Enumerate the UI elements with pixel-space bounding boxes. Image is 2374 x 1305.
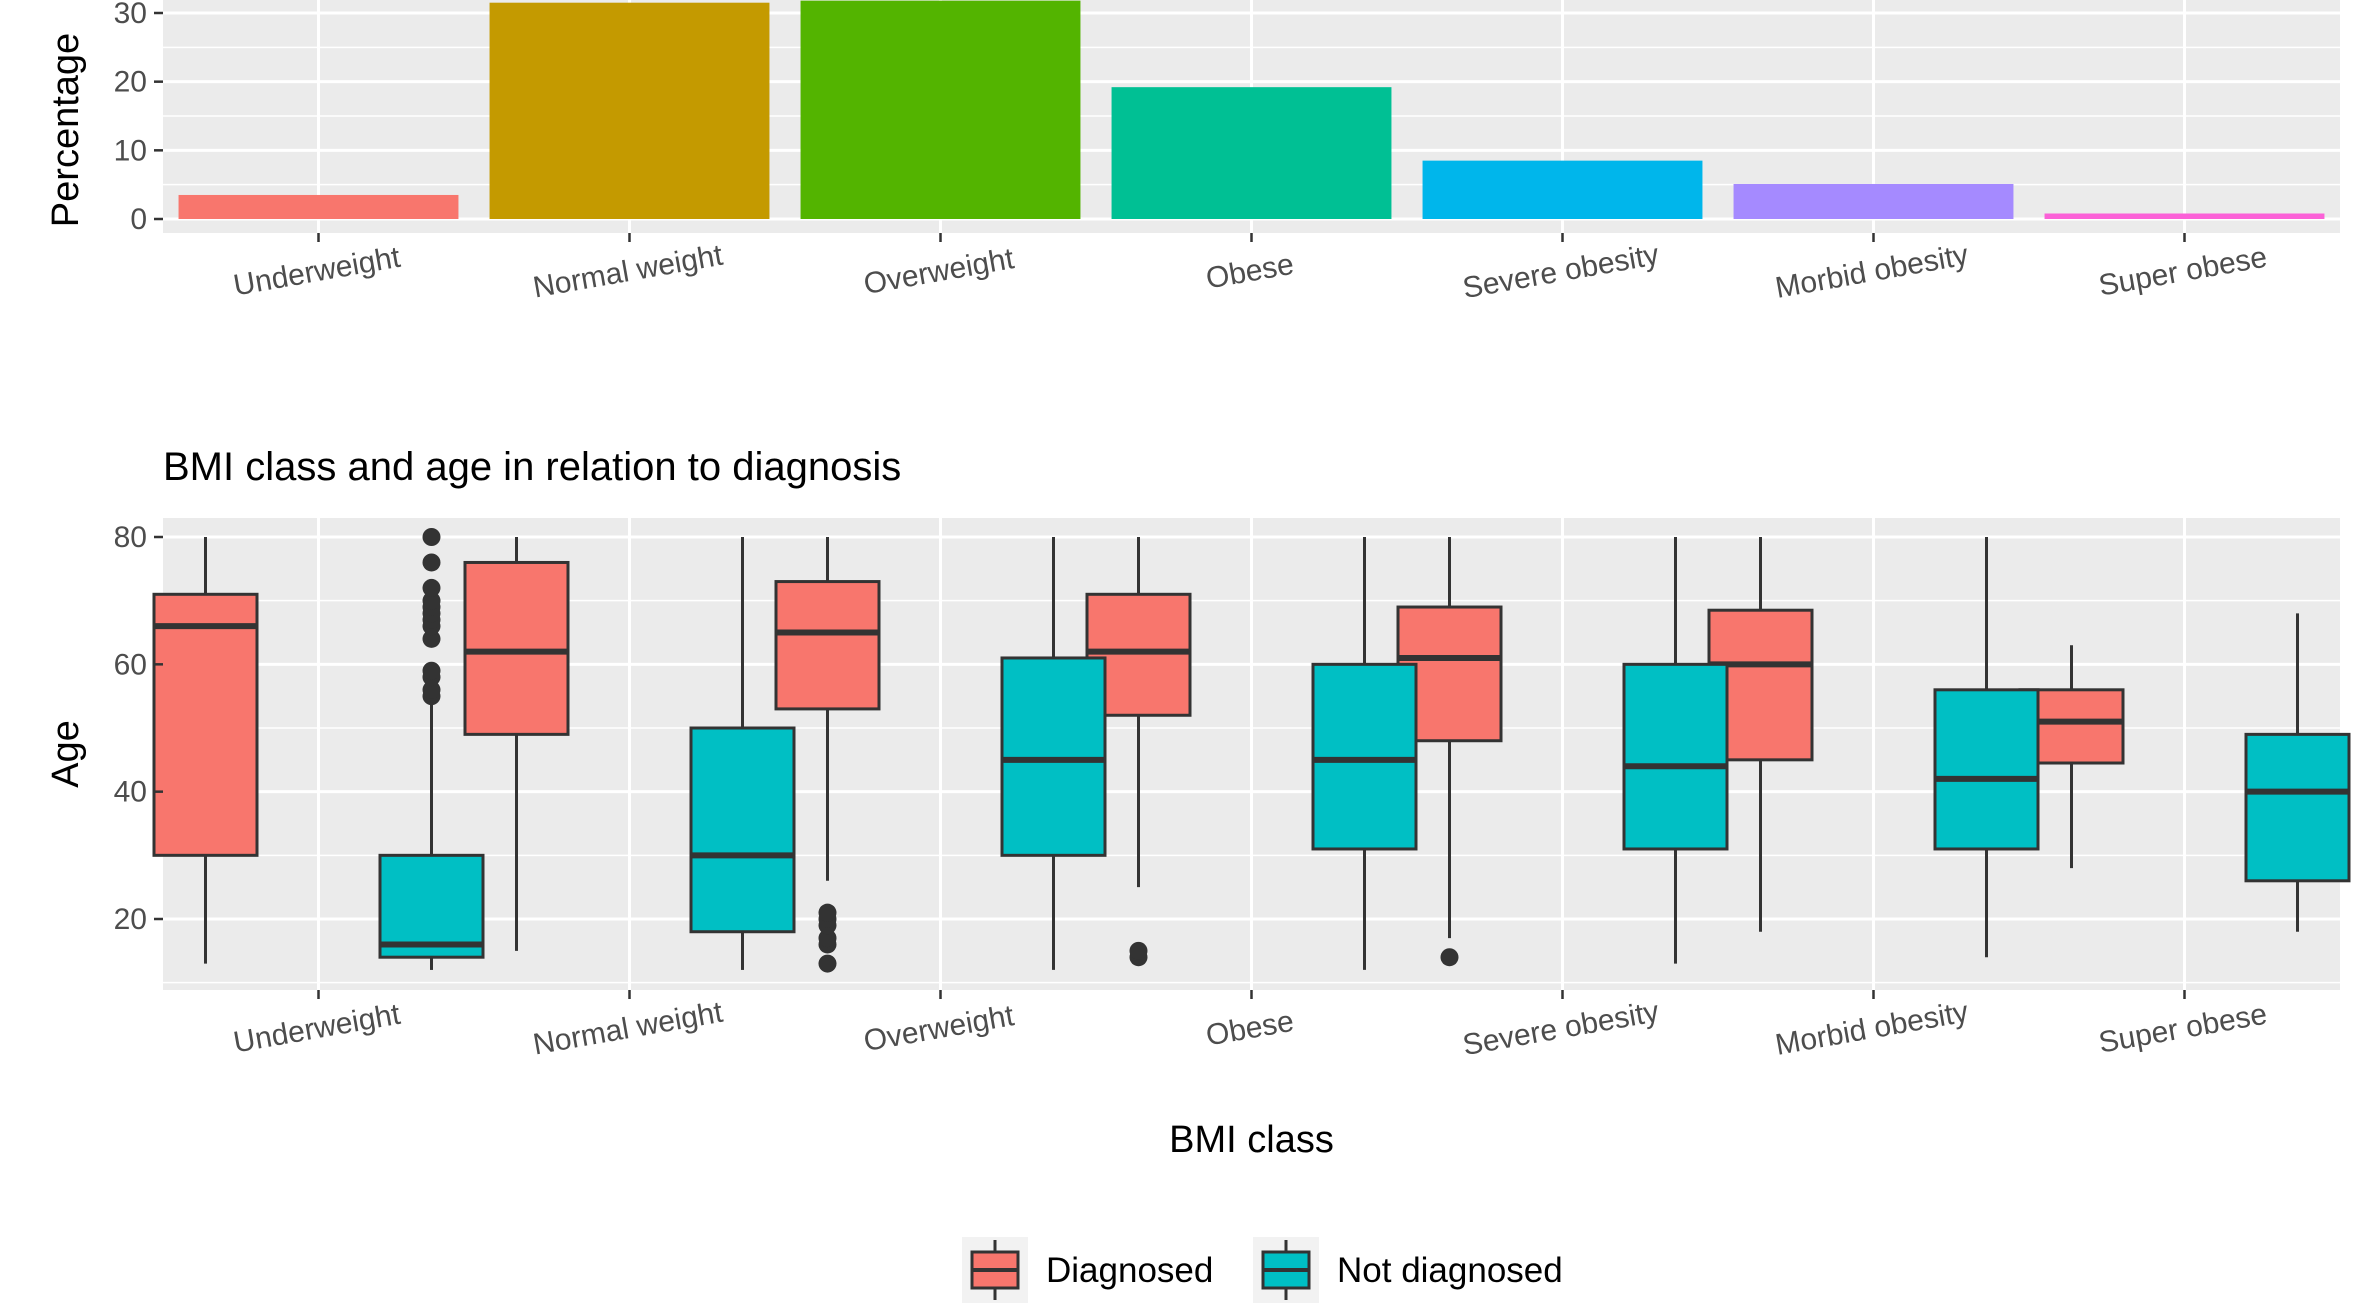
box-body <box>1933 688 2040 851</box>
bar-marks <box>178 0 2325 220</box>
bar-x-axis: Underweight Normal weight Overweight Obese S… <box>231 233 2269 305</box>
bar-y-axis: 0 10 20 30 <box>114 0 163 236</box>
bar-x-tick-label: Normal weight <box>531 239 726 305</box>
boxplot-x-tick-label: Overweight <box>861 999 1017 1058</box>
bar-y-tick-label: 20 <box>114 66 147 99</box>
boxplot-x-axis: Underweight Normal weight Overweight Obese S… <box>231 990 2269 1062</box>
box-not-diagnosed <box>2244 613 2351 932</box>
legend-label: Diagnosed <box>1046 1251 1213 1290</box>
box-outlier <box>422 661 441 680</box>
boxplot-x-tick-label: Severe obesity <box>1460 995 1661 1062</box>
bar <box>800 0 1081 220</box>
boxplot-x-tick-label: Morbid obesity <box>1773 995 1971 1061</box>
box-not-diagnosed <box>1000 537 1107 970</box>
box-body <box>1000 656 1107 857</box>
box-body <box>1311 662 1418 851</box>
box-diagnosed <box>152 537 259 964</box>
box-outlier <box>422 553 441 572</box>
box-body <box>463 560 570 736</box>
box-not-diagnosed <box>1933 537 2040 958</box>
bar-y-tick-label: 0 <box>130 203 147 236</box>
box-outlier <box>422 680 441 699</box>
box-body <box>378 853 485 959</box>
boxplot-y-axis-title: Age <box>45 720 87 788</box>
percentage-bar-chart: 0 10 20 30 Underweight Normal weight Overweig… <box>45 0 2340 305</box>
boxplot-x-tick-label: Normal weight <box>531 996 726 1062</box>
bar <box>489 2 770 220</box>
legend-entry: Not diagnosed <box>1253 1237 1563 1303</box>
bar <box>1422 160 1703 219</box>
legend-entry: Diagnosed <box>962 1237 1213 1303</box>
bar <box>1111 87 1392 219</box>
bar-y-tick-label: 30 <box>114 0 147 30</box>
bar-x-tick-label: Underweight <box>231 241 403 303</box>
box-not-diagnosed <box>1622 537 1729 964</box>
boxplot-y-tick-label: 20 <box>114 903 147 936</box>
legend-label: Not diagnosed <box>1337 1251 1563 1290</box>
bar-x-tick-label: Morbid obesity <box>1773 238 1971 304</box>
box-outlier <box>1440 948 1459 967</box>
boxplot-y-tick-label: 40 <box>114 776 147 809</box>
legend: Diagnosed Not diagnosed <box>962 1237 1563 1303</box>
bar <box>1733 183 2014 219</box>
boxplot-marks <box>152 528 2351 973</box>
box-outlier <box>422 528 441 546</box>
box-outlier <box>1129 941 1148 960</box>
bar-x-tick-label: Severe obesity <box>1460 238 1661 305</box>
boxplot-y-axis: 20 40 60 80 <box>114 521 163 936</box>
box-outlier <box>818 929 837 948</box>
bar-x-tick-label: Super obese <box>2096 241 2269 303</box>
box-body <box>1622 662 1729 851</box>
box-not-diagnosed <box>378 528 485 970</box>
box-outlier <box>818 903 837 922</box>
box-body <box>689 726 796 934</box>
boxplot-x-tick-label: Underweight <box>231 998 403 1060</box>
bar <box>178 194 459 219</box>
boxplot-y-tick-label: 80 <box>114 521 147 554</box>
box-diagnosed <box>774 537 881 973</box>
boxplot-x-tick-label: Obese <box>1203 1005 1296 1053</box>
age-boxplot-chart: BMI class and age in relation to diagnos… <box>45 445 2351 1161</box>
box-not-diagnosed <box>689 537 796 970</box>
bar <box>2044 213 2325 219</box>
boxplot-x-axis-title: BMI class <box>1169 1119 1334 1161</box>
bar-y-axis-title: Percentage <box>45 33 87 227</box>
box-outlier <box>422 578 441 597</box>
boxplot-title: BMI class and age in relation to diagnos… <box>163 445 901 489</box>
box-body <box>774 580 881 711</box>
box-diagnosed <box>463 537 570 951</box>
boxplot-y-tick-label: 60 <box>114 648 147 681</box>
boxplot-x-tick-label: Super obese <box>2096 998 2269 1060</box>
box-body <box>152 592 259 857</box>
bar-x-tick-label: Overweight <box>861 242 1017 301</box>
box-outlier <box>818 954 837 973</box>
bar-y-tick-label: 10 <box>114 134 147 167</box>
box-body <box>2244 732 2351 883</box>
box-outlier <box>422 591 441 610</box>
box-outlier <box>422 629 441 648</box>
bar-x-tick-label: Obese <box>1203 248 1296 296</box>
box-not-diagnosed <box>1311 537 1418 970</box>
